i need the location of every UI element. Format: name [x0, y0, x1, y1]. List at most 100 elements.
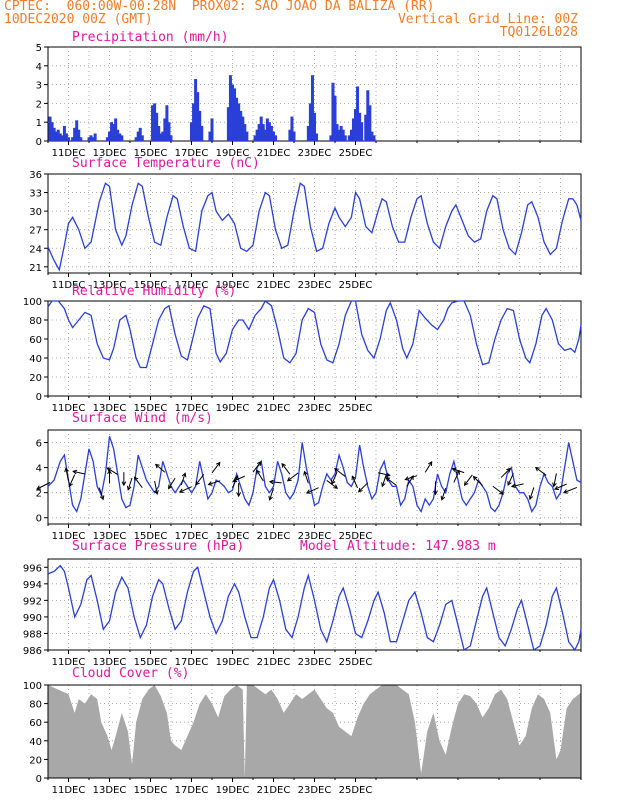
precip-bar: [151, 105, 155, 141]
wind-vector-head: [507, 481, 512, 486]
x-tick-label: 15DEC: [134, 148, 168, 159]
y-tick-label: 27: [29, 226, 42, 237]
precip-bar: [163, 118, 167, 141]
panel-frame: [47, 684, 582, 779]
wind-vector: [252, 461, 262, 473]
wind-vector: [73, 470, 86, 475]
wind-vector: [281, 463, 291, 475]
x-tick-label: 11DEC: [52, 148, 86, 159]
precip-bar: [360, 122, 364, 141]
precip-bar: [190, 122, 193, 141]
wind-vector: [529, 487, 535, 500]
precip-bar: [368, 105, 372, 141]
wind-vector: [127, 477, 133, 490]
wind-vector-head: [36, 485, 42, 490]
y-tick-label: 36: [29, 170, 42, 181]
precip-bar: [259, 116, 263, 141]
precip-bar: [208, 131, 212, 141]
y-tick-label: 40: [29, 354, 42, 365]
y-tick-label: 0: [36, 392, 42, 403]
y-tick-label: 4: [36, 464, 42, 475]
x-tick-label: 25DEC: [339, 785, 373, 796]
precip-bar: [239, 110, 243, 141]
precip-bar: [91, 137, 95, 141]
panel-4: 0 2 4 6 11DEC 13DEC 15DEC 17DEC 19DEC 21DEC 23DEC 2…: [36, 411, 582, 542]
precip-bar: [52, 127, 56, 141]
x-tick-label: 17DEC: [175, 657, 209, 668]
wind-vector-head: [331, 479, 336, 485]
wind-vector: [180, 473, 186, 486]
x-tick-label: 19DEC: [216, 280, 250, 291]
y-tick-label: 2: [36, 489, 42, 500]
wind-vector: [179, 486, 192, 493]
wind-vector: [211, 462, 221, 474]
x-tick-label: 15DEC: [134, 403, 168, 414]
precip-bar: [335, 124, 339, 141]
wind-vector-head: [99, 495, 105, 501]
x-tick-label: 15DEC: [134, 785, 168, 796]
wind-vector: [134, 476, 143, 488]
wind-vector-head: [232, 477, 238, 483]
y-tick-label: 60: [29, 718, 42, 729]
precip-bar: [310, 75, 314, 141]
wind-vector: [36, 482, 51, 490]
wind-vector-head: [357, 487, 363, 493]
precip-bar: [269, 125, 273, 141]
x-tick-label: 23DEC: [298, 657, 332, 668]
y-tick-label: 3: [36, 81, 42, 92]
precip-bar: [349, 129, 353, 141]
wind-vector-head: [528, 495, 534, 501]
x-tick-label: 23DEC: [298, 280, 332, 291]
wind-vector: [269, 487, 274, 500]
x-tick-label: 21DEC: [257, 280, 291, 291]
wind-vector-head: [281, 462, 286, 468]
precip-bar: [64, 133, 68, 141]
wind-vector-head: [433, 490, 438, 496]
precip-bar: [112, 124, 116, 141]
series-line: [47, 436, 582, 513]
wind-vector-head: [72, 469, 78, 475]
y-tick-label: 80: [29, 316, 42, 327]
precip-bar: [253, 135, 257, 141]
wind-vector-head: [181, 472, 187, 478]
precip-bar: [257, 124, 261, 141]
precip-bar: [364, 114, 368, 141]
series-line: [47, 564, 582, 652]
precip-bar: [116, 129, 120, 141]
y-tick-label: 0: [36, 137, 42, 148]
precip-bar: [50, 122, 54, 141]
panel-title: Surface Temperature (nC): [72, 156, 260, 171]
x-tick-label: 15DEC: [134, 657, 168, 668]
y-tick-label: 988: [23, 629, 42, 640]
x-tick-label: 13DEC: [93, 531, 127, 542]
y-tick-label: 0: [36, 774, 42, 785]
wind-vector-head: [440, 495, 446, 501]
wind-vector-head: [333, 484, 339, 489]
precip-bar: [62, 125, 66, 141]
precip-bar: [159, 133, 163, 141]
cloud-cover-area: [48, 685, 581, 778]
wind-vector: [68, 474, 76, 487]
wind-vector-head: [385, 472, 391, 477]
x-tick-label: 15DEC: [134, 280, 168, 291]
y-tick-label: 4: [36, 62, 42, 73]
wind-vector-head: [334, 467, 339, 473]
x-tick-label: 25DEC: [339, 657, 373, 668]
precip-bar: [79, 137, 83, 141]
precip-bar: [120, 135, 124, 141]
precip-bar: [333, 95, 337, 141]
precip-bar: [306, 125, 310, 141]
wind-vector-head: [215, 461, 221, 467]
wind-vector-head: [107, 469, 112, 475]
wind-vector: [405, 475, 418, 481]
panel-title: Cloud Cover (%): [72, 666, 189, 681]
wind-vector: [232, 475, 246, 482]
x-tick-label: 19DEC: [216, 785, 250, 796]
precip-bar: [153, 103, 157, 141]
precip-bar: [93, 133, 97, 141]
wind-vector-head: [534, 466, 540, 472]
precip-bar: [358, 112, 362, 141]
x-tick-label: 17DEC: [175, 785, 209, 796]
precip-bar: [372, 135, 376, 141]
precip-bar: [356, 86, 360, 141]
